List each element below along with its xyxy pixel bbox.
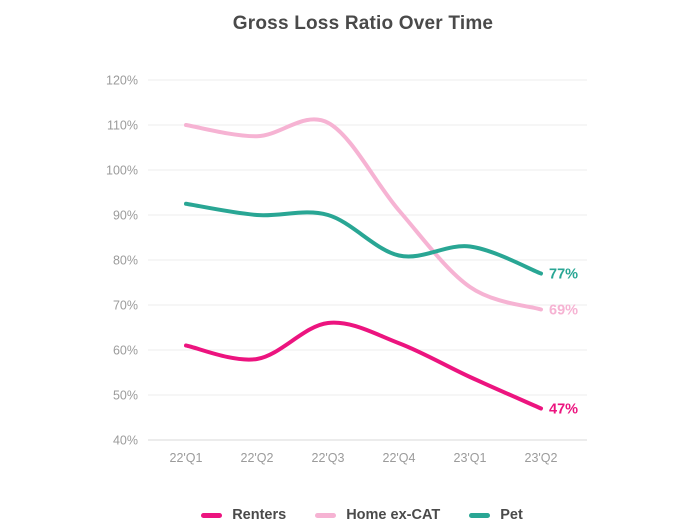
pet-line-swatch	[469, 512, 491, 518]
x-tick-label: 23'Q1	[454, 451, 487, 465]
series-end-label-home-ex-cat: 69%	[549, 303, 578, 319]
home-ex-cat-line-swatch	[315, 512, 337, 518]
series-line-home-ex-cat	[184, 117, 543, 312]
x-tick-label: 22'Q3	[312, 451, 345, 465]
chart-title: Gross Loss Ratio Over Time	[232, 13, 494, 34]
x-tick-label: 22'Q4	[383, 451, 416, 465]
legend-label-pet: Pet	[500, 507, 523, 523]
legend-item-pet: Pet	[469, 507, 523, 523]
renters-line-swatch	[201, 512, 223, 518]
y-tick-label: 110%	[107, 119, 138, 133]
series-end-label-renters: 47%	[549, 402, 578, 418]
y-tick-label: 90%	[113, 209, 138, 223]
series-end-label-pet: 77%	[549, 267, 578, 283]
y-tick-label: 40%	[113, 434, 138, 448]
y-tick-label: 70%	[113, 299, 138, 313]
y-tick-label: 100%	[106, 164, 138, 178]
x-tick-label: 22'Q1	[170, 451, 203, 465]
series-line-pet	[184, 201, 543, 276]
legend-item-renters: Renters	[201, 507, 286, 523]
y-tick-label: 60%	[113, 344, 138, 358]
y-tick-label: 120%	[106, 74, 138, 88]
x-tick-label: 22'Q2	[241, 451, 274, 465]
y-tick-label: 50%	[113, 389, 138, 403]
legend-label-renters: Renters	[232, 507, 287, 523]
legend-label-home-ex-cat: Home ex-CAT	[346, 507, 441, 523]
x-tick-label: 23'Q2	[525, 451, 558, 465]
series-line-renters	[184, 320, 543, 411]
y-tick-label: 80%	[113, 254, 138, 268]
legend-item-home-ex-cat: Home ex-CAT	[315, 507, 440, 523]
chart-legend: Renters Home ex-CAT Pet	[12, 507, 700, 523]
